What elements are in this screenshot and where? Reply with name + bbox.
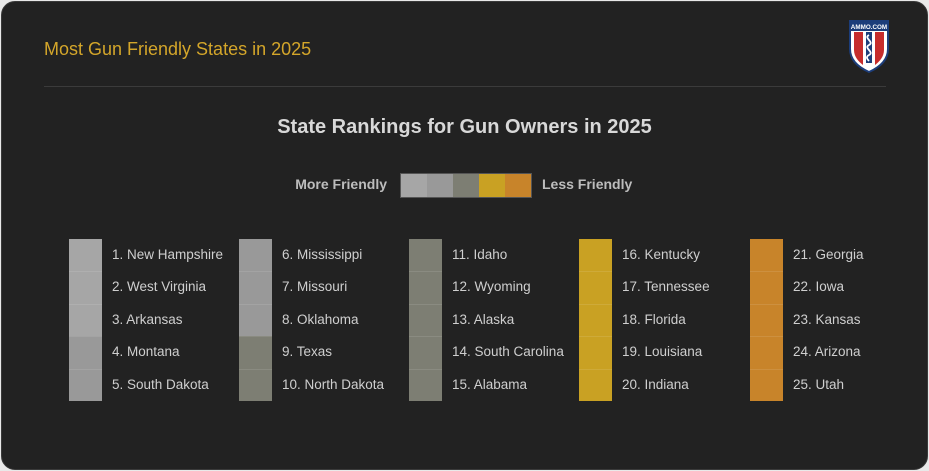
ranking-color-cell bbox=[239, 239, 272, 272]
header-title: Most Gun Friendly States in 2025 bbox=[44, 39, 312, 59]
ranking-row: 12. Wyoming bbox=[409, 271, 579, 304]
ranking-color-cell bbox=[239, 368, 272, 401]
ranking-label: 11. Idaho bbox=[452, 247, 508, 262]
ranking-row: 16. Kentucky bbox=[579, 239, 749, 272]
ranking-label: 6. Mississippi bbox=[282, 247, 363, 262]
ranking-label: 4. Montana bbox=[112, 344, 180, 360]
ranking-label: 17. Tennessee bbox=[622, 279, 710, 295]
ranking-color-cell bbox=[69, 368, 102, 401]
legend-swatch bbox=[479, 174, 505, 197]
ranking-row: 5. South Dakota bbox=[69, 368, 239, 401]
ranking-color-cell bbox=[579, 239, 612, 272]
ranking-label: 14. South Carolina bbox=[452, 344, 564, 360]
ammo-com-logo[interactable]: AMMO.COM bbox=[847, 19, 891, 74]
ranking-label: 23. Kansas bbox=[793, 311, 861, 327]
ranking-color-cell bbox=[69, 336, 102, 369]
ranking-label: 3. Arkansas bbox=[112, 311, 183, 327]
ranking-label: 5. South Dakota bbox=[112, 376, 209, 392]
ranking-row: 4. Montana bbox=[69, 336, 239, 369]
ranking-color-cell bbox=[750, 271, 783, 304]
ranking-label: 25. Utah bbox=[793, 376, 845, 392]
ranking-label: 19. Louisiana bbox=[622, 344, 703, 360]
header-divider bbox=[44, 86, 886, 87]
ranking-color-cell bbox=[239, 271, 272, 304]
ranking-label: 21. Georgia bbox=[793, 247, 864, 262]
ranking-color-cell bbox=[69, 271, 102, 304]
ranking-row: 13. Alaska bbox=[409, 303, 579, 337]
ranking-row: 2. West Virginia bbox=[69, 271, 239, 304]
ranking-color-cell bbox=[579, 303, 612, 337]
ranking-color-cell bbox=[409, 303, 442, 337]
ranking-row: 8. Oklahoma bbox=[239, 303, 409, 337]
legend-swatch bbox=[505, 174, 531, 197]
ranking-label: 22. Iowa bbox=[793, 279, 845, 295]
ranking-label: 18. Florida bbox=[622, 311, 686, 327]
ranking-row: 15. Alabama bbox=[409, 368, 579, 401]
ranking-label: 1. New Hampshire bbox=[112, 247, 224, 262]
ranking-row: 3. Arkansas bbox=[69, 303, 239, 337]
ranking-color-cell bbox=[750, 303, 783, 337]
ranking-group: 6. Mississippi 7. Missouri 8. Oklahoma 9. T… bbox=[239, 239, 409, 401]
ranking-group: 21. Georgia 22. Iowa 23. Kansas 24. Arizona… bbox=[750, 239, 920, 401]
ranking-color-cell bbox=[409, 368, 442, 401]
ranking-color-cell bbox=[409, 239, 442, 272]
ranking-row: 24. Arizona bbox=[750, 336, 920, 369]
ranking-label: 13. Alaska bbox=[452, 311, 515, 327]
ranking-label: 2. West Virginia bbox=[112, 279, 207, 295]
ranking-row: 22. Iowa bbox=[750, 271, 920, 304]
ranking-row: 10. North Dakota bbox=[239, 368, 409, 401]
ranking-color-cell bbox=[239, 303, 272, 337]
legend-color-scale bbox=[400, 173, 532, 198]
ranking-color-cell bbox=[239, 336, 272, 369]
ranking-color-cell bbox=[750, 336, 783, 369]
ranking-row: 20. Indiana bbox=[579, 368, 749, 401]
ranking-row: 23. Kansas bbox=[750, 303, 920, 337]
ranking-label: 8. Oklahoma bbox=[282, 311, 359, 327]
ranking-row: 14. South Carolina bbox=[409, 336, 579, 369]
ranking-group: 11. Idaho 12. Wyoming 13. Alaska 14. South … bbox=[409, 239, 579, 401]
shield-logo-icon: AMMO.COM bbox=[849, 20, 889, 74]
ranking-row: 17. Tennessee bbox=[579, 271, 749, 304]
ranking-color-cell bbox=[579, 368, 612, 401]
ranking-label: 7. Missouri bbox=[282, 279, 348, 295]
ranking-row: 19. Louisiana bbox=[579, 336, 749, 369]
ranking-row: 21. Georgia bbox=[750, 239, 920, 272]
logo-text: AMMO.COM bbox=[851, 24, 887, 31]
ranking-row: 6. Mississippi bbox=[239, 239, 409, 272]
ranking-color-cell bbox=[579, 336, 612, 369]
chart-title: State Rankings for Gun Owners in 2025 bbox=[277, 116, 652, 138]
ranking-label: 12. Wyoming bbox=[452, 279, 531, 295]
ranking-row: 18. Florida bbox=[579, 303, 749, 337]
ranking-label: 15. Alabama bbox=[452, 376, 528, 392]
ranking-color-cell bbox=[409, 271, 442, 304]
legend-swatch bbox=[453, 174, 479, 197]
legend-swatch bbox=[427, 174, 453, 197]
ranking-color-cell bbox=[750, 368, 783, 401]
ranking-row: 9. Texas bbox=[239, 336, 409, 369]
ranking-label: 16. Kentucky bbox=[622, 247, 701, 262]
ranking-row: 25. Utah bbox=[750, 368, 920, 401]
ranking-color-cell bbox=[579, 271, 612, 304]
ranking-color-cell bbox=[750, 239, 783, 272]
legend-less-friendly: Less Friendly bbox=[542, 176, 633, 192]
ranking-label: 20. Indiana bbox=[622, 376, 689, 392]
ranking-color-cell bbox=[409, 336, 442, 369]
ranking-label: 10. North Dakota bbox=[282, 376, 385, 392]
ranking-color-cell bbox=[69, 239, 102, 272]
ranking-label: 24. Arizona bbox=[793, 344, 861, 360]
ranking-group: 16. Kentucky 17. Tennessee 18. Florida 19. … bbox=[579, 239, 749, 401]
legend-more-friendly: More Friendly bbox=[295, 176, 387, 192]
legend-swatch bbox=[401, 174, 427, 197]
ranking-row: 11. Idaho bbox=[409, 239, 579, 272]
ranking-group: 1. New Hampshire 2. West Virginia 3. Arkan… bbox=[69, 239, 239, 401]
ranking-label: 9. Texas bbox=[282, 344, 333, 360]
ranking-row: 1. New Hampshire bbox=[69, 239, 239, 272]
ranking-color-cell bbox=[69, 303, 102, 337]
ranking-row: 7. Missouri bbox=[239, 271, 409, 304]
